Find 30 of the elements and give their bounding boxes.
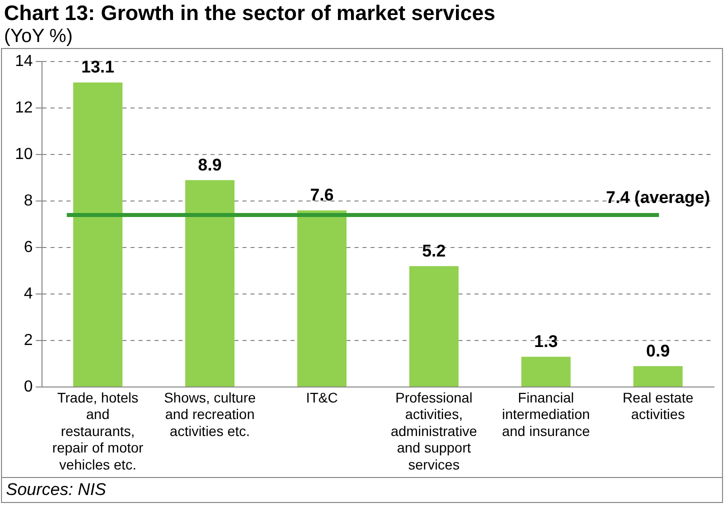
chart-subtitle: (YoY %): [3, 26, 74, 48]
data-label: 1.3: [534, 332, 558, 351]
bar: [73, 82, 122, 386]
data-label: 0.9: [646, 341, 670, 360]
bar: [633, 366, 683, 386]
data-label: 8.9: [198, 155, 222, 174]
bar: [185, 180, 234, 386]
x-tick-label: IT&C: [306, 389, 338, 406]
y-tick-label: 8: [24, 192, 33, 210]
y-tick-label: 14: [15, 53, 33, 70]
x-tick-label: Shows, culture and recreation activities etc.: [164, 389, 256, 439]
y-tick-label: 12: [15, 99, 33, 116]
bar: [521, 356, 571, 386]
bar: [297, 210, 347, 386]
y-tick-label: 4: [24, 285, 33, 302]
x-tick-label: Professional activities, administrative and support services: [390, 389, 478, 472]
bar: [409, 266, 459, 386]
data-label: 5.2: [422, 241, 446, 260]
y-tick-label: 6: [24, 238, 33, 256]
chart-title: Chart 13: Growth in the sector of market services: [3, 1, 496, 26]
data-label: 13.1: [81, 58, 114, 77]
x-tick-label: Real estate activities: [622, 389, 694, 422]
y-tick-label: 2: [24, 332, 33, 349]
x-tick-label: Trade, hotels and restaurants, repair of motor vehicles etc.: [52, 389, 144, 472]
data-label: 7.6: [310, 186, 334, 205]
y-tick-label: 10: [15, 146, 33, 163]
source-note: Sources: NIS: [2, 477, 722, 502]
y-tick-label: 0: [24, 378, 33, 396]
x-tick-label: Financial intermediation and insurance: [502, 389, 590, 439]
ref-line-label: 7.4 (average): [606, 188, 710, 208]
